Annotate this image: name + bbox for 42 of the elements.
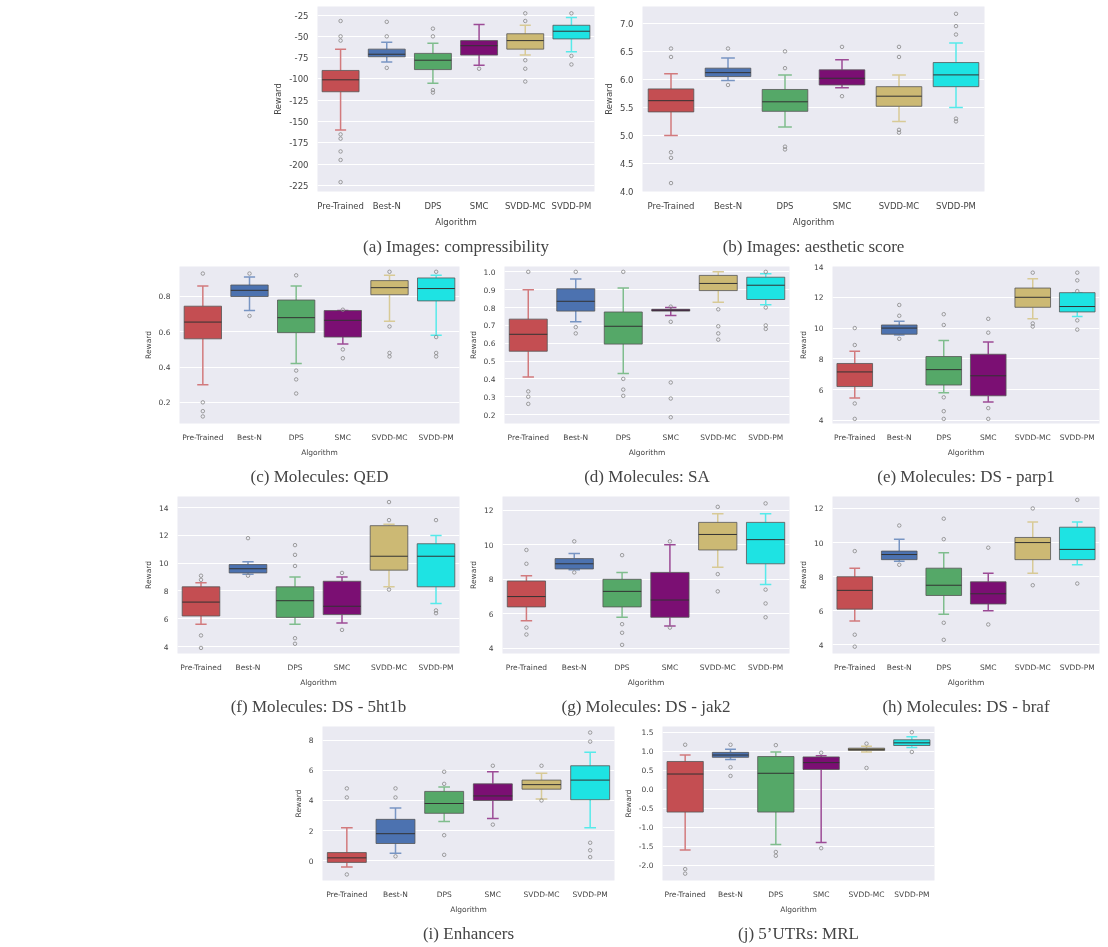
y-tick-label: -25 <box>294 10 309 21</box>
y-tick-label: -175 <box>289 138 309 149</box>
y-tick-label: 5.5 <box>619 102 634 113</box>
x-tick-label: Best-N <box>372 200 401 211</box>
y-tick-label: -75 <box>294 53 309 64</box>
text: (g) Molecules: DS - jak2 <box>561 696 731 716</box>
text: (b) Images: aesthetic score <box>722 236 905 256</box>
y-axis-title: Reward <box>603 83 614 115</box>
y-tick-label: -150 <box>289 117 309 128</box>
y-tick-label: 7.0 <box>619 18 634 29</box>
y-tick-label: 6.0 <box>619 74 634 85</box>
x-tick-label: SVDD-MC <box>504 200 546 211</box>
x-tick-label: SVDD-PM <box>936 200 976 211</box>
text: (a) Images: compressibility <box>363 236 550 256</box>
x-tick-label: DPS <box>776 200 794 211</box>
x-tick-label: SVDD-PM <box>551 200 592 211</box>
x-tick-label: SMC <box>832 200 852 211</box>
x-tick-label: Best-N <box>713 200 743 211</box>
x-tick-label: Pre-Trained <box>647 200 695 211</box>
text: (h) Molecules: DS - braf <box>882 696 1050 716</box>
x-axis-title: Algorithm <box>435 216 477 227</box>
y-tick-label: 6.5 <box>619 46 634 57</box>
text: (j) 5’UTRs: MRL <box>738 923 859 943</box>
y-tick-label: -100 <box>289 74 309 85</box>
text: (e) Molecules: DS - parp1 <box>877 466 1055 486</box>
y-tick-label: 4.0 <box>619 187 634 197</box>
text: (c) Molecules: QED <box>250 466 389 486</box>
y-tick-label: -225 <box>289 181 309 192</box>
x-axis-title: Algorithm <box>792 216 835 227</box>
x-tick-label: SMC <box>469 200 489 211</box>
text: (d) Molecules: SA <box>584 466 711 486</box>
x-tick-label: Pre-Trained <box>317 200 364 211</box>
y-tick-label: 5.0 <box>619 130 634 141</box>
y-tick-label: -200 <box>289 159 309 170</box>
y-tick-label: -50 <box>294 31 309 42</box>
text: (f) Molecules: DS - 5ht1b <box>230 696 407 716</box>
y-axis-title: Reward <box>273 83 284 115</box>
text: (i) Enhancers <box>422 923 515 943</box>
x-tick-label: SVDD-MC <box>878 200 920 211</box>
x-tick-label: DPS <box>424 200 442 211</box>
y-tick-label: 4.5 <box>619 158 634 169</box>
y-tick-label: -125 <box>289 95 309 106</box>
